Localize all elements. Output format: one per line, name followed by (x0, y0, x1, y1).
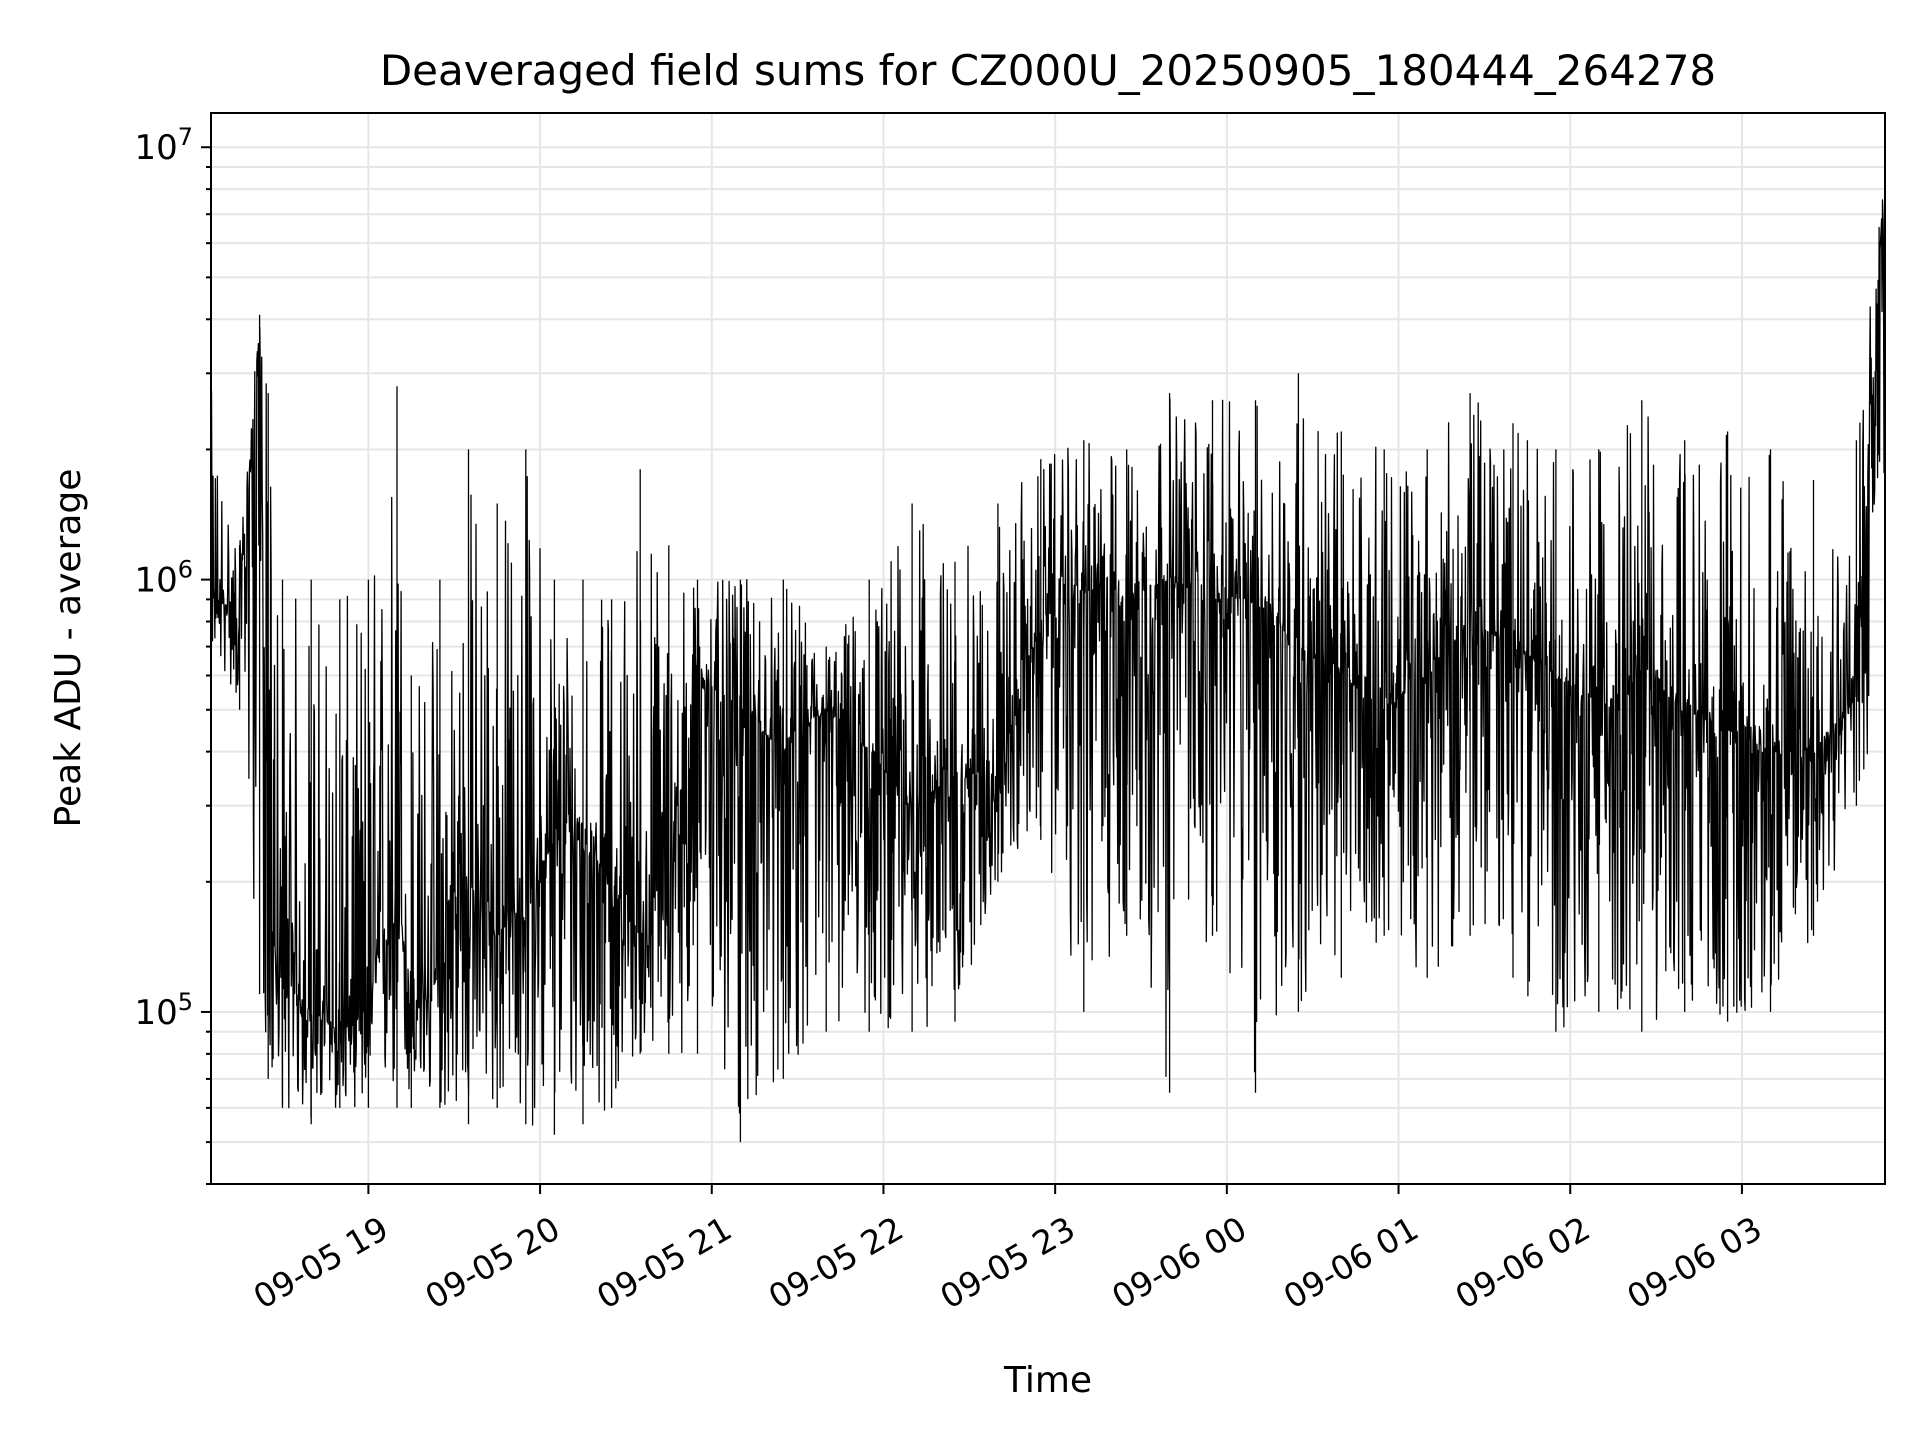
plot-frame (210, 112, 1886, 1185)
chart-title: Deaveraged field sums for CZ000U_2025090… (380, 46, 1716, 95)
y-tick-label: 106 (134, 556, 193, 601)
series-line (211, 156, 1885, 1143)
y-tick-label: 105 (134, 988, 193, 1033)
y-axis-ticks: 105 106 107 (134, 123, 211, 1185)
y-tick-label: 107 (134, 123, 193, 168)
series-layer (211, 156, 1885, 1143)
y-axis-label: Peak ADU - average (48, 469, 89, 828)
x-axis-label: Time (1003, 1360, 1092, 1401)
